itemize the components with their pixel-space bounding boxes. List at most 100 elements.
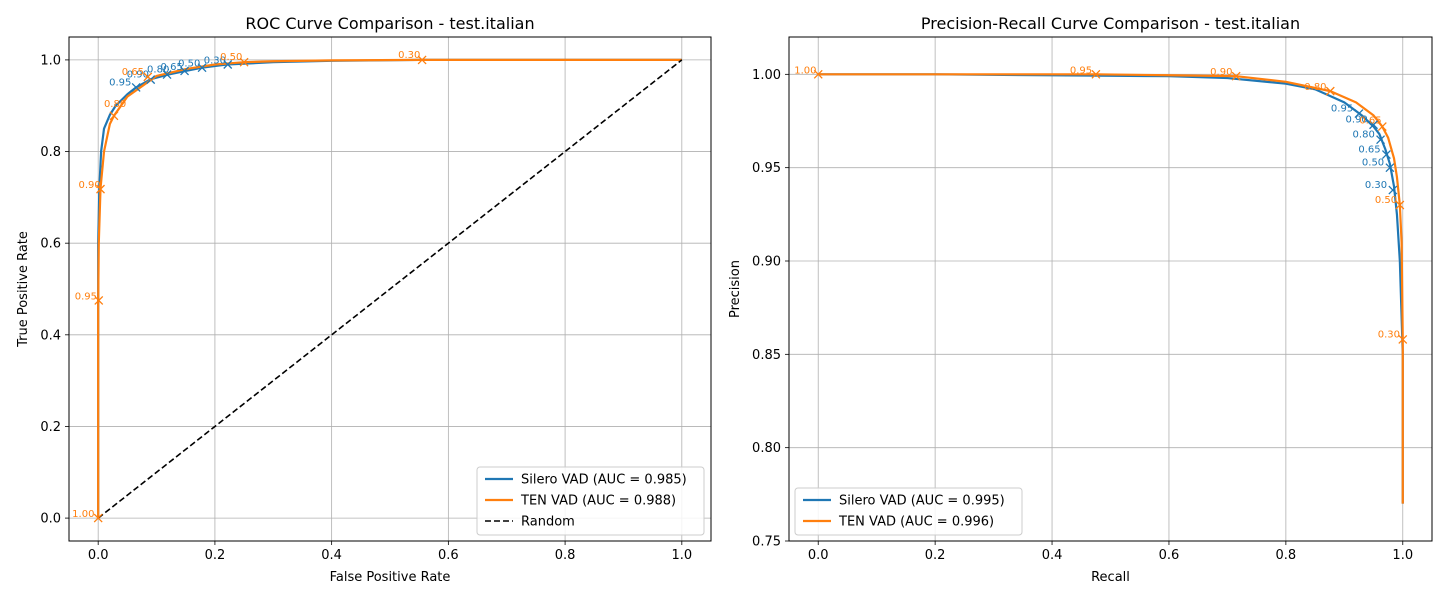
threshold-label: 0.95 [1331, 104, 1353, 115]
threshold-label: 0.95 [109, 77, 131, 88]
threshold-marker [162, 70, 172, 80]
threshold-marker [239, 57, 249, 67]
threshold-label: 0.65 [1359, 116, 1381, 127]
threshold-marker [1385, 163, 1395, 173]
x-tick-label: 0.6 [1159, 548, 1180, 563]
threshold-label: 0.50 [1375, 195, 1397, 206]
threshold-marker [93, 513, 103, 523]
threshold-marker [109, 111, 119, 121]
threshold-label: 0.65 [122, 67, 144, 78]
threshold-marker [143, 72, 153, 82]
threshold-marker [1381, 150, 1391, 160]
chart-panel-2: 0.0 0.2 0.4 0.6 0.8 1.00.750.800.850.900.951.… [728, 14, 1433, 585]
x-tick-label: 1.0 [671, 548, 692, 563]
legend-entry: TEN VAD (AUC = 0.996) [838, 515, 994, 530]
series-line-2 [97, 58, 682, 519]
threshold-label: 0.80 [1353, 130, 1375, 141]
threshold-label: 0.95 [75, 291, 97, 302]
plot-area [97, 58, 683, 519]
threshold-marker [813, 69, 823, 79]
series-line-2 [818, 73, 1404, 504]
threshold-marker [180, 66, 190, 76]
series-line-1 [818, 73, 1404, 504]
threshold-label: 1.00 [794, 65, 816, 76]
x-axis-label: Recall [1091, 570, 1130, 585]
threshold-marker [1369, 120, 1379, 130]
y-axis-label: Precision [728, 260, 743, 318]
chart-panel-1: 0.0 0.2 0.4 0.6 0.8 1.0 0.0 0.2 0.4 0.6 0.8 1.0 0.95… [16, 14, 712, 585]
x-axis-label: False Positive Rate [330, 570, 451, 585]
threshold-label: 0.95 [1070, 65, 1092, 76]
axes-frame [68, 36, 712, 542]
threshold-marker [96, 184, 105, 194]
threshold-marker [1377, 122, 1387, 132]
legend-box [476, 466, 705, 536]
y-tick-label: 1.00 [752, 68, 781, 83]
threshold-marker [1231, 71, 1241, 81]
threshold-marker [131, 82, 141, 92]
y-tick-label: 0.95 [752, 161, 781, 176]
threshold-label: 0.50 [220, 52, 242, 63]
threshold-marker [1395, 200, 1405, 210]
legend-entry: Silero VAD (AUC = 0.995) [839, 494, 1005, 509]
chart-title: Precision-Recall Curve Comparison - test… [921, 14, 1300, 33]
threshold-marker [1398, 334, 1408, 344]
y-tick-label: 0.90 [752, 255, 781, 270]
threshold-label: 0.90 [79, 180, 101, 191]
y-tick-label: 0.8 [40, 145, 61, 160]
threshold-marker [1325, 86, 1335, 96]
chart-title: ROC Curve Comparison - test.italian [245, 14, 534, 33]
y-tick-label: 0.80 [752, 441, 781, 456]
x-tick-label: 0.0 [88, 548, 109, 563]
y-tick-label: 1.0 [40, 53, 61, 68]
y-tick-label: 0.85 [752, 348, 781, 363]
legend-box [794, 487, 1023, 536]
y-tick-label: 0.0 [40, 512, 61, 527]
x-tick-label: 0.8 [1276, 548, 1297, 563]
threshold-label: 0.50 [1362, 158, 1384, 169]
threshold-marker [1376, 135, 1386, 145]
threshold-label: 0.30 [1365, 180, 1387, 191]
y-tick-label: 0.75 [752, 535, 781, 550]
threshold-label: 0.80 [104, 99, 126, 110]
series-line-3 [97, 59, 683, 519]
x-tick-label: 0.4 [1042, 548, 1063, 563]
threshold-label: 1.00 [72, 509, 94, 520]
threshold-label: 0.30 [204, 55, 226, 66]
x-tick-label: 1.0 [1392, 548, 1413, 563]
plot-area [818, 73, 1404, 504]
threshold-marker [197, 63, 207, 73]
x-tick-label: 0.4 [321, 548, 342, 563]
threshold-marker [1388, 185, 1398, 195]
threshold-marker [223, 60, 233, 69]
x-tick-label: 0.2 [205, 548, 226, 563]
x-tick-label: 0.0 [808, 548, 829, 563]
threshold-label: 0.80 [1304, 82, 1326, 93]
y-tick-label: 0.6 [40, 237, 61, 252]
legend-entry: Silero VAD (AUC = 0.985) [521, 473, 687, 488]
y-axis-label: True Positive Rate [16, 231, 31, 348]
legend: Silero VAD (AUC = 0.985) TEN VAD (AUC = 0… [476, 466, 705, 536]
threshold-marker [94, 295, 104, 305]
y-tick-label: 0.4 [40, 328, 61, 343]
axes-frame [788, 36, 1433, 542]
threshold-label: 0.90 [1210, 67, 1232, 78]
legend-entry: TEN VAD (AUC = 0.988) [520, 494, 676, 509]
x-tick-label: 0.8 [555, 548, 576, 563]
legend: Silero VAD (AUC = 0.995) TEN VAD (AUC = 0… [794, 487, 1023, 536]
legend-entry: Random [521, 515, 575, 530]
y-tick-label: 0.2 [40, 420, 61, 435]
threshold-label: 0.80 [147, 65, 169, 76]
threshold-label: 0.30 [1378, 329, 1400, 340]
threshold-label: 0.90 [127, 70, 149, 81]
threshold-label: 0.65 [1358, 145, 1380, 156]
threshold-label: 0.65 [161, 62, 183, 73]
threshold-label: 0.30 [398, 50, 420, 61]
threshold-label: 0.90 [1346, 115, 1368, 126]
x-tick-label: 0.2 [925, 548, 946, 563]
x-tick-label: 0.6 [438, 548, 459, 563]
threshold-label: 0.50 [178, 59, 200, 70]
threshold-marker [1354, 109, 1364, 118]
threshold-marker [417, 55, 427, 65]
